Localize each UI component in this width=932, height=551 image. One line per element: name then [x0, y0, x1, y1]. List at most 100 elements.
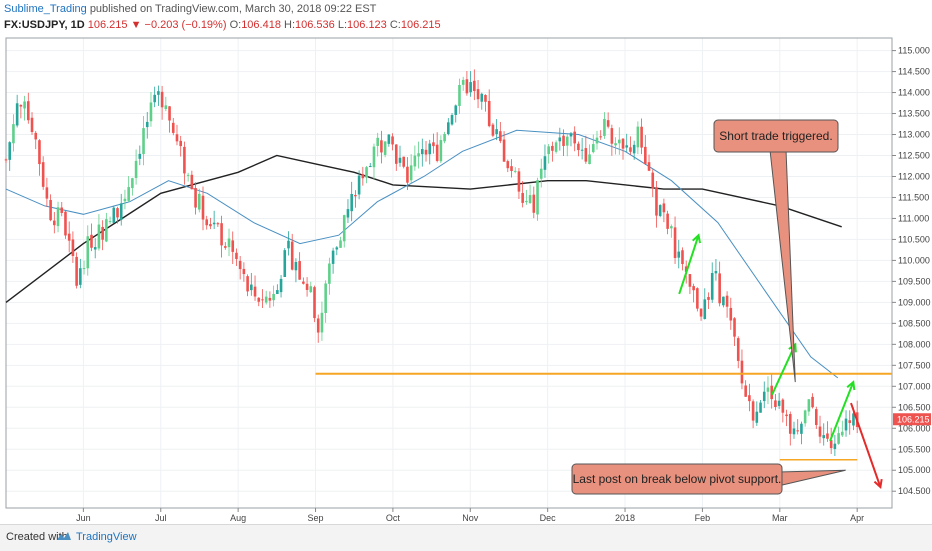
candle-body: [402, 156, 406, 167]
plot-border: [5, 37, 893, 509]
candle-body: [539, 168, 543, 179]
candle-body: [160, 91, 164, 108]
candle-body: [755, 411, 759, 423]
time-axis[interactable]: Jun Jul Aug Sep Oct Nov Dec 2018 Feb Mar Apr: [76, 508, 864, 523]
candle-body: [246, 276, 249, 292]
candle-body: [699, 308, 703, 317]
candle-body: [573, 131, 576, 144]
candle-body: [383, 141, 387, 155]
green-arrow: [829, 381, 855, 442]
candle-body: [313, 287, 316, 319]
candle-body: [473, 80, 476, 92]
tradingview-logo-icon[interactable]: [56, 529, 72, 543]
candle-body: [49, 199, 52, 221]
candle-body: [569, 133, 573, 137]
close-value: 106.215: [400, 19, 441, 31]
x-tick-label: Aug: [230, 513, 246, 523]
candle-body: [372, 146, 376, 168]
candle-body: [599, 136, 603, 138]
candle-body: [636, 126, 640, 148]
candle-body: [175, 134, 179, 142]
candle-body: [201, 195, 205, 220]
x-tick-label: Dec: [540, 513, 557, 523]
candle-body: [487, 100, 491, 127]
candle-body: [342, 215, 346, 242]
price-axis[interactable]: 115.000 114.500 114.000 113.500 113.000 112.5…: [892, 46, 931, 497]
candle-body: [632, 144, 636, 154]
candle-body: [681, 250, 684, 264]
candle-body: [298, 261, 301, 280]
candle-body: [261, 299, 264, 301]
candle-body: [536, 180, 539, 215]
candle-body: [450, 115, 454, 125]
x-tick-label: Jul: [155, 513, 167, 523]
author-link[interactable]: Sublime_Trading: [4, 3, 87, 15]
y-tick-label: 112.000: [898, 171, 930, 181]
chart-area[interactable]: Short trade triggered. Last post on brea…: [0, 34, 932, 524]
candle-body: [290, 241, 294, 270]
candle-body: [465, 79, 469, 94]
y-tick-label: 107.000: [898, 381, 931, 391]
candle-body: [220, 223, 223, 246]
arrows: [678, 233, 883, 489]
candle-body: [417, 153, 420, 157]
candle-body: [105, 219, 108, 242]
tradingview-brand[interactable]: TradingView: [76, 531, 137, 543]
candle-body: [822, 435, 826, 439]
candle-body: [584, 148, 588, 162]
candle-body: [428, 143, 432, 155]
candle-body: [335, 247, 339, 250]
candle-body: [27, 101, 30, 121]
red-arrow: [850, 402, 882, 488]
candle-body: [268, 297, 272, 301]
candle-body: [565, 136, 569, 146]
candle-body: [647, 162, 651, 171]
candle-body: [365, 167, 368, 178]
candle-body: [814, 409, 818, 426]
candle-body: [744, 385, 747, 397]
candle-body: [45, 187, 49, 199]
candle-body: [502, 139, 506, 162]
candle-body: [205, 219, 209, 226]
callouts: Short trade triggered. Last post on brea…: [571, 119, 846, 495]
candle-body: [112, 207, 116, 223]
candle-body: [153, 94, 156, 103]
y-tick-label: 109.000: [898, 297, 931, 307]
candle-body: [101, 226, 104, 240]
candle-body: [480, 93, 484, 102]
candle-body: [387, 134, 391, 144]
candle-body: [316, 318, 320, 333]
candle-body: [792, 428, 796, 435]
candle-body: [461, 79, 465, 85]
candle-body: [376, 137, 379, 146]
candle-body: [662, 203, 666, 213]
candles: [4, 69, 859, 457]
candle-body: [30, 117, 34, 133]
candle-body: [469, 82, 472, 93]
price-label-text: 106.215: [897, 415, 930, 425]
candle-body: [513, 170, 517, 172]
candle-body: [79, 268, 82, 285]
callout-last-box[interactable]: [571, 463, 783, 495]
candle-body: [216, 223, 220, 225]
candle-body: [19, 104, 23, 107]
candle-body: [123, 198, 127, 202]
candle-body: [212, 222, 216, 225]
candle-body: [774, 400, 777, 408]
candle-body: [722, 296, 725, 306]
candle-body: [227, 238, 231, 248]
published-text: published on TradingView.com, March 30, …: [89, 3, 377, 15]
y-tick-label: 112.500: [898, 151, 930, 161]
candle-body: [346, 209, 350, 218]
price-chart[interactable]: Short trade triggered. Last post on brea…: [0, 34, 932, 524]
callout-short-box[interactable]: [713, 119, 839, 153]
candle-body: [138, 153, 142, 159]
moving-average-short: [5, 129, 839, 379]
candle-body: [826, 433, 829, 439]
high-label: H:: [284, 19, 296, 31]
candle-body: [748, 395, 751, 402]
candle-body: [666, 213, 669, 229]
down-arrow-icon: ▼: [130, 19, 142, 31]
candle-body: [740, 360, 744, 384]
candle-body: [770, 385, 773, 400]
